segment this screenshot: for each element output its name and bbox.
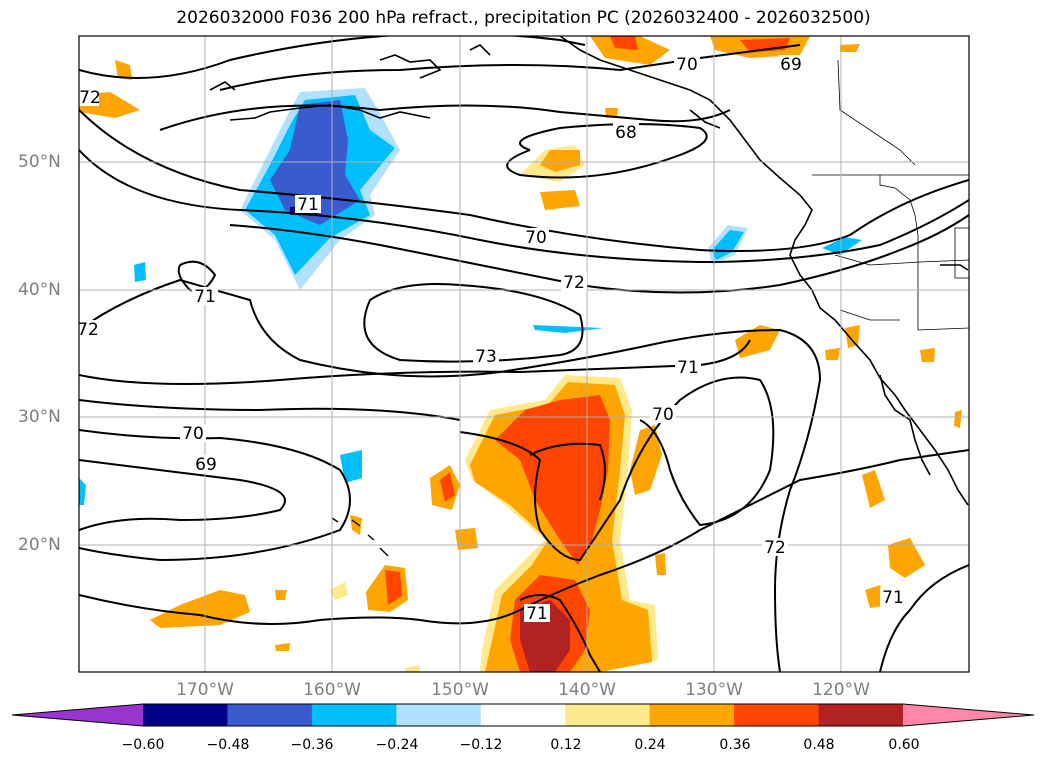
contour-label-72: 72: [79, 88, 101, 108]
contour-label-70: 70: [652, 405, 674, 425]
contour-label-68: 68: [615, 123, 637, 143]
colorbar-segment: [311, 704, 397, 726]
contour-labels: 73 72 70 71 68 70 69 70 69 71 71 70 72: [77, 55, 906, 624]
contour-label-70: 70: [676, 55, 698, 75]
lon-label: 160°W: [303, 680, 361, 700]
contour-label-71: 71: [526, 604, 548, 624]
colorbar-tick: −0.24: [375, 737, 419, 753]
contour-label-73: 73: [475, 347, 497, 367]
contour-label-69: 69: [780, 55, 802, 75]
contour-label-70: 70: [182, 424, 204, 444]
contour-label-70: 70: [525, 228, 547, 248]
lon-label: 130°W: [685, 680, 743, 700]
colorbar-tick: 0.60: [888, 737, 920, 753]
colorbar-tick: −0.48: [206, 737, 250, 753]
graticule: [79, 36, 969, 672]
colorbar-segment: [903, 704, 1034, 726]
colorbar-segment: [734, 704, 820, 726]
colorbar-tick: −0.60: [121, 737, 165, 753]
precip-positive-area: [79, 36, 962, 672]
colorbar-tick: −0.12: [459, 737, 503, 753]
contour-label-71: 71: [882, 588, 904, 608]
contour-label-72: 72: [563, 273, 585, 293]
colorbar-segment: [396, 704, 482, 726]
country-border: [812, 59, 969, 331]
contour-label-72: 72: [77, 320, 99, 340]
lon-label: 170°W: [176, 680, 234, 700]
colorbar-segment: [480, 704, 566, 726]
map-title: 2026032000 F036 200 hPa refract., precip…: [176, 8, 871, 28]
colorbar-tick: 0.12: [550, 737, 582, 753]
lat-label: 20°N: [18, 535, 61, 555]
colorbar: [11, 703, 1035, 727]
lon-label: 150°W: [431, 680, 489, 700]
colorbar-segment: [565, 704, 651, 726]
contour-label-69: 69: [195, 455, 217, 475]
contour-label-71: 71: [194, 287, 216, 307]
lat-label: 50°N: [18, 152, 61, 172]
colorbar-segment: [818, 704, 904, 726]
lat-label: 40°N: [18, 280, 61, 300]
colorbar-tick: 0.48: [803, 737, 835, 753]
hawaii-islands: [331, 517, 389, 557]
lon-label: 140°W: [558, 680, 616, 700]
colorbar-tick: 0.36: [719, 737, 751, 753]
contour-label-72: 72: [764, 538, 786, 558]
colorbar-outline: [11, 703, 1035, 727]
colorbar-segment: [649, 704, 735, 726]
colorbar-segment: [143, 704, 228, 726]
colorbar-tick: −0.36: [290, 737, 334, 753]
contour-label-71: 71: [297, 195, 319, 215]
colorbar-segment: [12, 704, 143, 726]
contour-label-71: 71: [677, 358, 699, 378]
colorbar-segment: [227, 704, 313, 726]
precip-negative-area: [79, 88, 862, 505]
map-frame: [78, 35, 970, 673]
colorbar-tick: 0.24: [634, 737, 666, 753]
lon-label: 120°W: [812, 680, 870, 700]
refractivity-contours: [79, 36, 969, 672]
lat-label: 30°N: [18, 407, 61, 427]
